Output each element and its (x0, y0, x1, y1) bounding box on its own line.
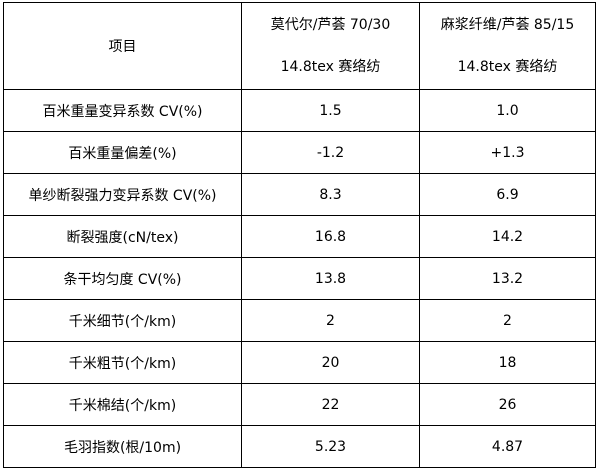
row-label: 单纱断裂强力变异系数 CV(%) (3, 173, 242, 216)
header-cell: 项目 (3, 2, 242, 90)
row-label: 条干均匀度 CV(%) (3, 257, 242, 300)
cell-value: 5.23 (241, 425, 420, 468)
cell-value: 8.3 (241, 173, 420, 216)
cell-value: +1.3 (419, 131, 596, 174)
header-cell: 麻浆纤维/芦荟 85/15 14.8tex 赛络纺 (419, 2, 596, 90)
table-row: 毛羽指数(根/10m) 5.23 4.87 (3, 425, 596, 468)
table-row: 条干均匀度 CV(%) 13.8 13.2 (3, 257, 596, 300)
table-row: 单纱断裂强力变异系数 CV(%) 8.3 6.9 (3, 173, 596, 216)
header-line: 14.8tex 赛络纺 (457, 59, 558, 75)
cell-value: 26 (419, 383, 596, 426)
row-label: 千米细节(个/km) (3, 299, 242, 342)
cell-value: 2 (419, 299, 596, 342)
table-row: 千米细节(个/km) 2 2 (3, 299, 596, 342)
cell-value: 13.2 (419, 257, 596, 300)
header-row: 项目 莫代尔/芦荟 70/30 14.8tex 赛络纺 麻浆纤维/芦荟 85/1… (3, 2, 596, 90)
row-label: 毛羽指数(根/10m) (3, 425, 242, 468)
header-cell: 莫代尔/芦荟 70/30 14.8tex 赛络纺 (241, 2, 420, 90)
header-line: 麻浆纤维/芦荟 85/15 (440, 17, 575, 33)
row-label: 千米粗节(个/km) (3, 341, 242, 384)
cell-value: 20 (241, 341, 420, 384)
cell-value: 4.87 (419, 425, 596, 468)
row-label: 断裂强度(cN/tex) (3, 215, 242, 258)
cell-value: 16.8 (241, 215, 420, 258)
table-row: 千米棉结(个/km) 22 26 (3, 383, 596, 426)
table-row: 百米重量偏差(%) -1.2 +1.3 (3, 131, 596, 174)
row-label: 百米重量变异系数 CV(%) (3, 89, 242, 132)
table-row: 百米重量变异系数 CV(%) 1.5 1.0 (3, 89, 596, 132)
cell-value: 18 (419, 341, 596, 384)
header-line: 14.8tex 赛络纺 (280, 59, 381, 75)
cell-value: -1.2 (241, 131, 420, 174)
header-line: 莫代尔/芦荟 70/30 (270, 17, 391, 33)
row-label: 千米棉结(个/km) (3, 383, 242, 426)
cell-value: 1.5 (241, 89, 420, 132)
table-row: 千米粗节(个/km) 20 18 (3, 341, 596, 384)
cell-value: 2 (241, 299, 420, 342)
table-row: 断裂强度(cN/tex) 16.8 14.2 (3, 215, 596, 258)
cell-value: 22 (241, 383, 420, 426)
row-label: 百米重量偏差(%) (3, 131, 242, 174)
cell-value: 6.9 (419, 173, 596, 216)
table-body: 项目 莫代尔/芦荟 70/30 14.8tex 赛络纺 麻浆纤维/芦荟 85/1… (3, 2, 596, 468)
cell-value: 14.2 (419, 215, 596, 258)
data-table: 项目 莫代尔/芦荟 70/30 14.8tex 赛络纺 麻浆纤维/芦荟 85/1… (3, 2, 596, 468)
cell-value: 13.8 (241, 257, 420, 300)
cell-value: 1.0 (419, 89, 596, 132)
